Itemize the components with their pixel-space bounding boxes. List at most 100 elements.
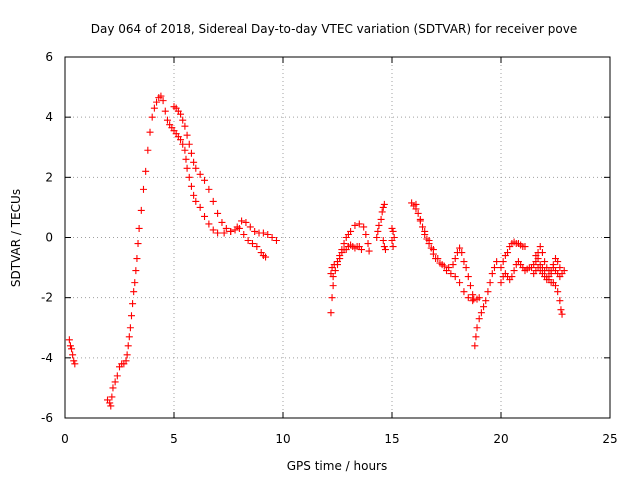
data-point: [373, 234, 381, 241]
data-point: [190, 158, 198, 166]
data-point: [419, 223, 427, 231]
data-point: [355, 220, 363, 228]
data-point: [549, 261, 557, 269]
data-point: [185, 173, 193, 181]
data-point: [69, 351, 77, 359]
data-point: [113, 372, 121, 380]
data-point: [132, 267, 140, 275]
plot-frame: [64, 56, 611, 419]
data-point: [447, 270, 455, 278]
data-point: [111, 378, 119, 386]
data-point: [148, 113, 156, 121]
data-point: [449, 261, 457, 269]
data-point: [377, 215, 385, 223]
data-point: [182, 155, 190, 163]
data-point: [259, 229, 267, 237]
data-point: [231, 226, 239, 234]
data-point: [135, 224, 143, 232]
data-point: [504, 249, 512, 257]
data-point: [71, 360, 79, 368]
data-point: [545, 273, 553, 281]
data-point: [222, 224, 230, 232]
data-point: [482, 297, 490, 305]
data-point: [334, 261, 341, 269]
data-point: [380, 200, 388, 208]
data-point: [421, 227, 429, 235]
data-point: [177, 136, 185, 144]
data-point: [460, 288, 468, 296]
data-point: [242, 218, 250, 226]
data-point: [536, 243, 544, 251]
series-arc6: [373, 200, 389, 254]
data-point: [340, 240, 348, 248]
data-point: [556, 297, 564, 305]
data-point: [554, 288, 562, 296]
data-point: [192, 164, 200, 172]
data-point: [541, 258, 549, 266]
data-point: [510, 267, 518, 275]
data-point: [471, 342, 479, 350]
data-point: [181, 122, 189, 130]
data-point: [472, 333, 480, 341]
data-point: [469, 297, 477, 305]
data-point: [458, 249, 466, 257]
data-point: [126, 324, 134, 332]
y-tick-label: 6: [45, 50, 53, 64]
data-point: [146, 128, 154, 136]
data-point: [473, 324, 481, 332]
data-point: [139, 185, 147, 193]
data-point: [412, 200, 420, 208]
data-point: [464, 273, 472, 281]
y-tick-label: -2: [41, 291, 53, 305]
data-point: [488, 270, 496, 278]
data-point: [380, 243, 388, 251]
series-arc4: [327, 220, 373, 317]
data-point: [196, 203, 204, 211]
data-point: [508, 273, 516, 281]
data-point: [227, 227, 235, 235]
data-point: [477, 309, 485, 317]
y-tick-label: -6: [41, 411, 53, 425]
y-tick-label: -4: [41, 351, 53, 365]
data-point: [235, 224, 243, 232]
x-tick-label: 25: [602, 432, 617, 446]
data-point: [480, 303, 488, 311]
data-point: [142, 167, 150, 175]
data-point: [331, 267, 339, 275]
data-point: [125, 333, 133, 341]
data-point: [153, 98, 161, 106]
y-tick-label: 2: [45, 170, 53, 184]
data-point: [374, 227, 382, 235]
data-point: [205, 220, 213, 228]
data-point: [486, 279, 494, 287]
data-point: [107, 402, 115, 410]
data-point: [179, 116, 187, 124]
x-tick-label: 5: [170, 432, 178, 446]
data-point: [201, 212, 209, 220]
data-point: [163, 116, 171, 124]
data-point: [554, 258, 562, 266]
data-point: [484, 288, 492, 296]
data-point: [336, 255, 344, 263]
data-point: [124, 342, 132, 350]
data-point: [497, 264, 505, 272]
data-point: [161, 107, 169, 115]
data-point: [451, 273, 459, 281]
grid-lines: [65, 57, 610, 418]
data-point: [560, 267, 568, 275]
series-arc5: [329, 241, 365, 281]
data-point: [347, 227, 355, 235]
series-arc9: [412, 200, 483, 305]
data-point: [490, 264, 498, 272]
data-point: [183, 164, 191, 172]
data-point: [187, 182, 195, 190]
data-point: [201, 176, 209, 184]
data-point: [66, 342, 74, 350]
data-point: [357, 246, 365, 254]
data-point: [185, 140, 193, 148]
data-points: [65, 92, 568, 410]
data-point: [238, 217, 246, 225]
data-point: [557, 306, 565, 314]
data-point: [466, 282, 474, 290]
